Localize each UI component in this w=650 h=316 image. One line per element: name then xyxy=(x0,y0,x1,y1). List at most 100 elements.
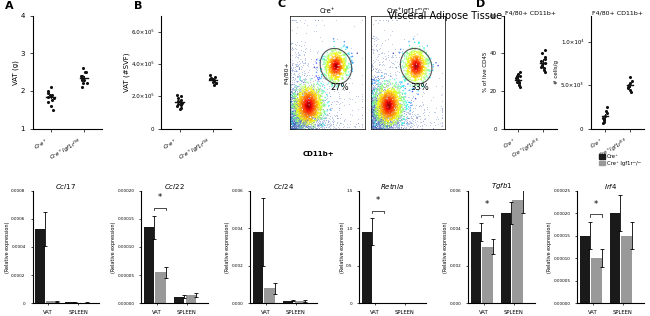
Point xyxy=(380,101,390,106)
Point xyxy=(306,113,316,118)
Point xyxy=(296,124,307,129)
Point xyxy=(372,107,382,112)
Point xyxy=(379,125,389,130)
Point xyxy=(322,59,333,64)
Point xyxy=(384,92,395,97)
Point xyxy=(392,119,402,124)
Point xyxy=(378,97,388,102)
Point xyxy=(330,70,341,75)
Point xyxy=(285,113,295,118)
Point xyxy=(292,118,303,123)
Point xyxy=(376,121,387,126)
Point xyxy=(421,60,431,65)
Point xyxy=(294,100,304,105)
Point xyxy=(305,98,315,103)
Point xyxy=(384,100,395,105)
Point xyxy=(333,58,344,63)
Point xyxy=(297,93,307,98)
Point xyxy=(290,96,300,101)
Point xyxy=(398,120,409,125)
Point xyxy=(391,118,402,123)
Point xyxy=(371,76,382,81)
Point xyxy=(369,94,379,99)
Point xyxy=(285,87,295,92)
Point xyxy=(413,70,424,75)
Point xyxy=(395,110,406,115)
Point xyxy=(422,43,432,48)
Point xyxy=(380,121,391,126)
Point xyxy=(297,95,307,100)
Point xyxy=(408,60,418,65)
Point xyxy=(290,103,300,108)
Point xyxy=(328,69,338,74)
Point xyxy=(333,58,343,63)
Point xyxy=(420,66,430,71)
Point xyxy=(298,121,308,126)
Point xyxy=(365,115,375,120)
Point xyxy=(289,123,299,128)
Point xyxy=(294,112,305,118)
Point xyxy=(369,114,379,119)
Point xyxy=(385,106,396,112)
Point xyxy=(306,88,317,94)
Point xyxy=(370,106,380,111)
Point xyxy=(388,98,398,103)
Point xyxy=(410,67,420,72)
Point xyxy=(336,70,346,76)
Point xyxy=(296,113,306,118)
Point xyxy=(374,123,384,128)
Point xyxy=(296,113,307,118)
Point xyxy=(395,104,406,109)
Point xyxy=(385,110,395,115)
Point xyxy=(291,126,301,131)
Point xyxy=(365,124,375,129)
Point xyxy=(81,70,91,75)
Point xyxy=(336,59,346,64)
Point xyxy=(370,126,381,131)
Point xyxy=(376,119,387,124)
Point xyxy=(368,86,378,91)
Point xyxy=(385,102,395,107)
Point xyxy=(372,107,383,112)
Point xyxy=(44,88,54,94)
Point xyxy=(395,90,405,95)
Point xyxy=(382,107,392,112)
Point xyxy=(384,96,394,101)
Point xyxy=(77,66,88,71)
Point xyxy=(308,126,318,131)
Point xyxy=(319,54,330,59)
Point xyxy=(294,99,305,104)
Point xyxy=(332,116,343,121)
Point xyxy=(366,113,376,118)
Point xyxy=(385,109,395,114)
Point xyxy=(372,111,383,116)
Point xyxy=(291,127,301,132)
Point xyxy=(314,114,324,119)
Point xyxy=(303,69,313,74)
Point xyxy=(372,105,382,110)
Point xyxy=(327,53,337,58)
Point xyxy=(378,123,389,128)
Point xyxy=(291,92,301,97)
Point xyxy=(384,115,395,120)
Point xyxy=(391,120,402,125)
Point xyxy=(338,122,348,127)
Point xyxy=(291,116,302,121)
Point xyxy=(304,94,314,99)
Point xyxy=(300,91,310,96)
Point xyxy=(288,127,298,132)
Point xyxy=(290,115,300,120)
Point xyxy=(380,111,391,116)
Point xyxy=(368,123,378,128)
Point xyxy=(365,110,375,115)
Point xyxy=(384,124,395,129)
Point xyxy=(380,108,390,113)
Point xyxy=(368,114,378,119)
Point xyxy=(313,113,323,118)
Point xyxy=(393,108,404,113)
Point xyxy=(298,124,309,129)
Bar xyxy=(253,232,263,303)
Point xyxy=(418,61,428,66)
Point xyxy=(373,51,384,56)
Point xyxy=(390,95,400,100)
